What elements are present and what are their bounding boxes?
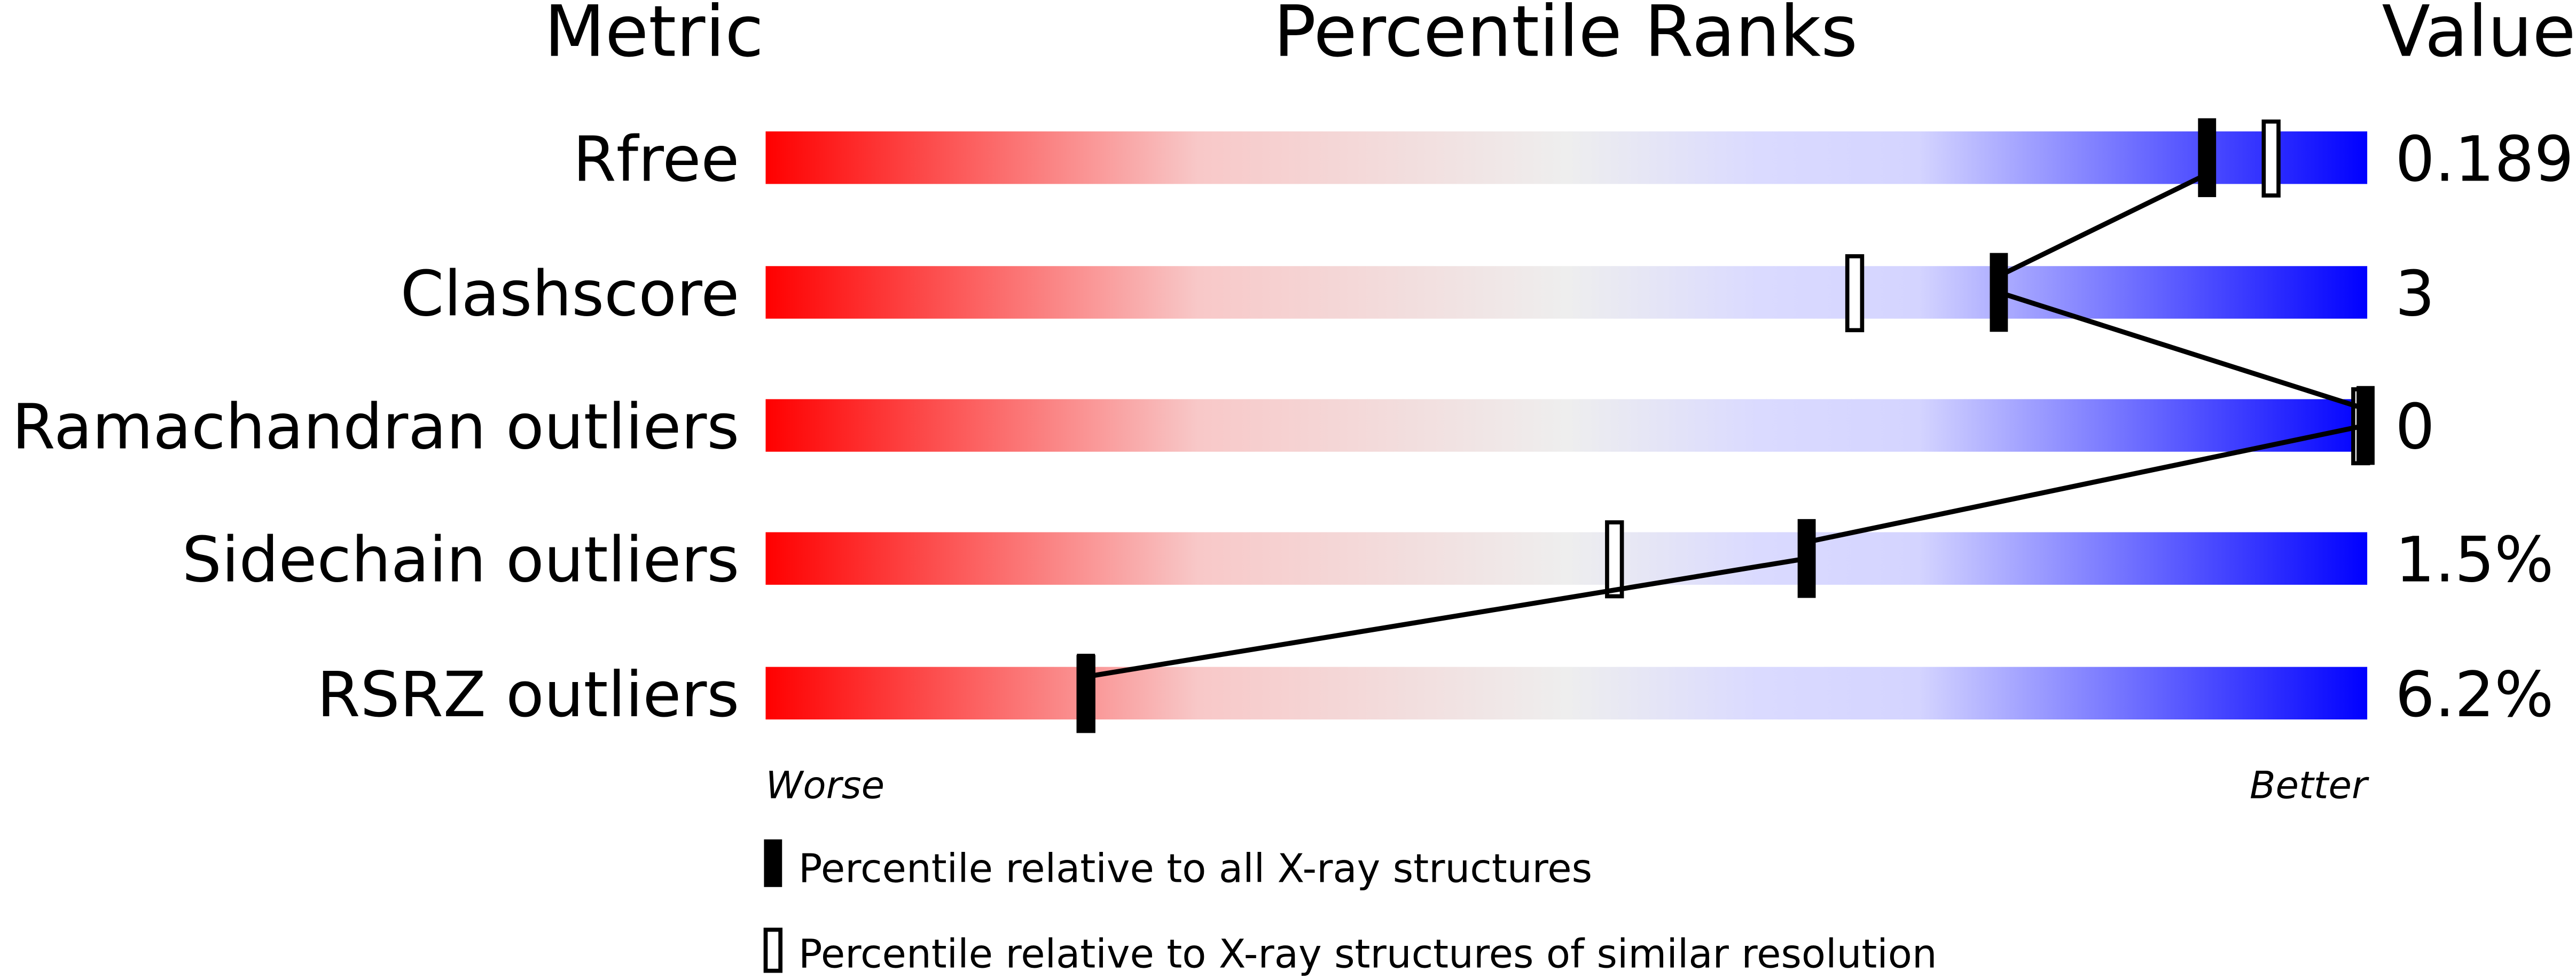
header-percentile: Percentile Ranks (1273, 0, 1858, 73)
marker-similar-resolution (1605, 520, 1624, 599)
percentile-bar (765, 532, 2368, 585)
metric-label: Ramachandran outliers (12, 391, 739, 464)
marker-similar-resolution (2261, 119, 2281, 198)
marker-all-structures (1077, 654, 1095, 733)
marker-all-structures (1990, 253, 2008, 332)
metric-value: 0 (2395, 391, 2434, 464)
connector-line (1998, 290, 2367, 412)
header-value: Value (2382, 0, 2576, 73)
connector-line (1806, 423, 2366, 545)
metric-value: 3 (2395, 257, 2434, 330)
percentile-bar (765, 667, 2368, 720)
header-metric: Metric (544, 0, 764, 73)
percentile-bar (765, 266, 2368, 319)
connector-line (1998, 171, 2209, 278)
percentile-bar (765, 399, 2368, 452)
metric-value: 1.5% (2395, 524, 2554, 597)
marker-all-structures (1797, 519, 1816, 598)
metric-label: Sidechain outliers (182, 524, 739, 597)
percentile-bar (765, 131, 2368, 184)
metric-value: 6.2% (2395, 659, 2554, 731)
legend-filled-label: Percentile relative to all X-ray structu… (798, 846, 1592, 892)
marker-all-structures (2198, 118, 2217, 198)
better-label: Better (2250, 763, 2369, 808)
metric-value: 0.189 (2395, 123, 2574, 195)
legend-open-label: Percentile relative to X-ray structures … (798, 931, 1937, 977)
marker-similar-resolution (1845, 254, 1865, 333)
legend-open-marker (763, 927, 783, 973)
legend-filled-marker (764, 839, 782, 887)
marker-all-structures (2356, 386, 2375, 465)
metric-label: Rfree (573, 123, 740, 195)
connector-line (1085, 556, 1807, 679)
worse-label: Worse (765, 763, 884, 808)
metric-label: Clashscore (401, 257, 740, 330)
metric-label: RSRZ outliers (317, 659, 739, 731)
